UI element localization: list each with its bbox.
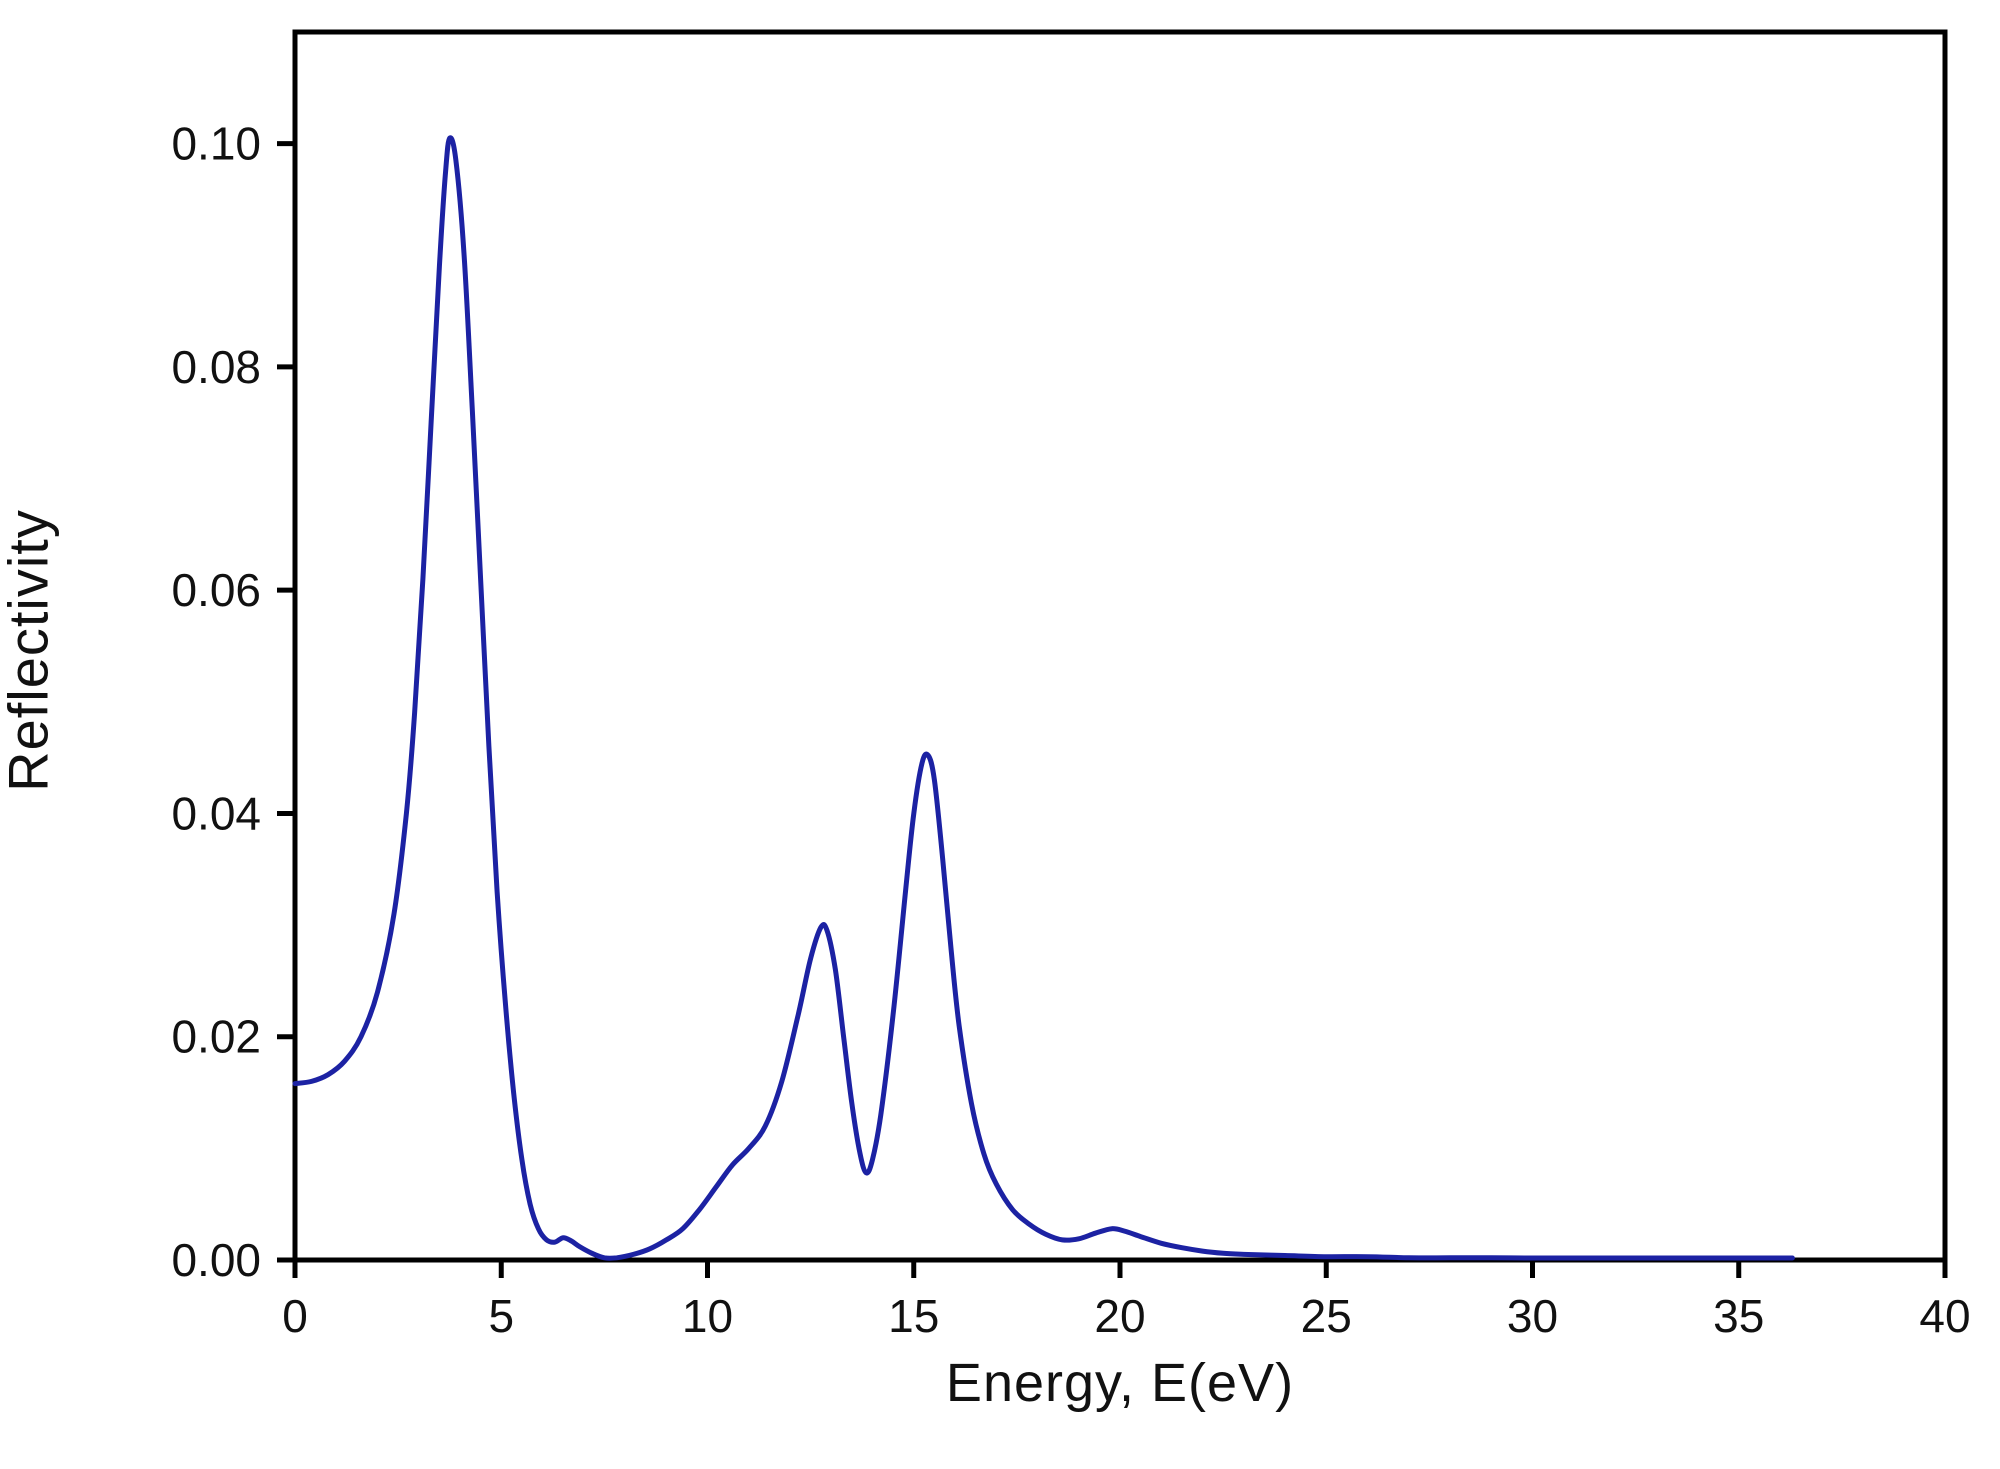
- x-tick-label: 35: [1713, 1290, 1764, 1342]
- y-tick-label: 0.10: [171, 118, 261, 170]
- plot-frame: [292, 29, 1948, 1263]
- y-tick-label: 0.06: [171, 564, 261, 616]
- y-axis-title: Reflectivity: [0, 509, 60, 792]
- x-tick-label: 10: [682, 1290, 733, 1342]
- y-tick-label: 0.04: [171, 787, 261, 839]
- reflectivity-series-line: [292, 135, 1795, 1261]
- x-tick-label: 5: [488, 1290, 514, 1342]
- x-axis-title: Energy, E(eV): [945, 1353, 1295, 1413]
- x-tick-label: 30: [1507, 1290, 1558, 1342]
- x-tick-label: 40: [1919, 1290, 1970, 1342]
- y-tick-label: 0.00: [171, 1234, 261, 1286]
- y-tick-label: 0.02: [171, 1011, 261, 1063]
- x-tick-label: 25: [1301, 1290, 1352, 1342]
- x-tick-label: 20: [1094, 1290, 1145, 1342]
- y-tick-label: 0.08: [171, 341, 261, 393]
- x-tick-label: 0: [282, 1290, 308, 1342]
- x-tick-label: 15: [888, 1290, 939, 1342]
